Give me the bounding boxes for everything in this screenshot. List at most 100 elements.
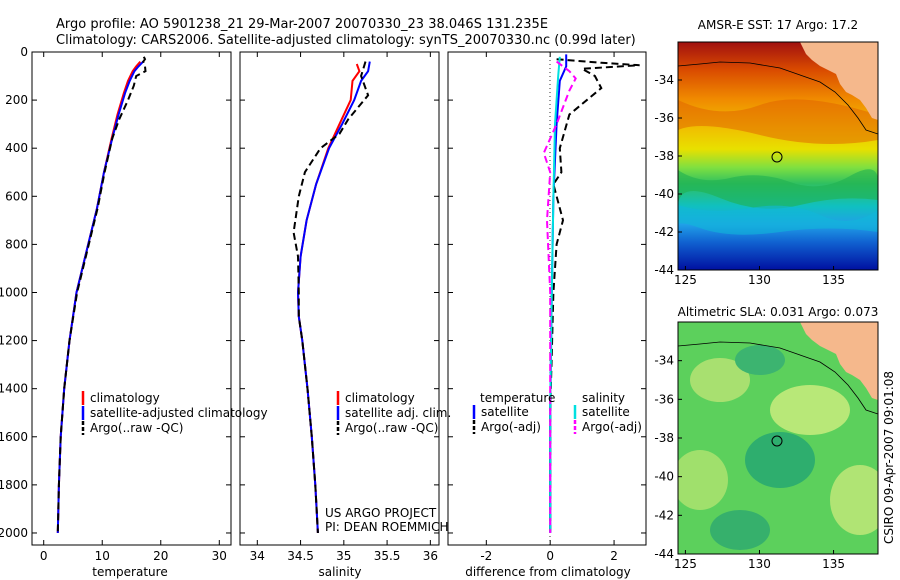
- legend-sal-satellite-label: satellite: [582, 405, 630, 419]
- temperature-xlabel: temperature: [92, 565, 167, 579]
- sla-anomaly-high: [770, 385, 850, 435]
- map-y-tick-label: -40: [654, 187, 674, 201]
- salinity-axes: [239, 51, 440, 546]
- y-tick-label: 200: [5, 93, 28, 107]
- sla-map-title: Altimetric SLA: 0.031 Argo: 0.073: [678, 305, 879, 319]
- x-tick-label: 20: [153, 549, 168, 563]
- legend-salinity-header: salinity: [582, 391, 625, 405]
- x-tick-label: 10: [95, 549, 110, 563]
- difference-xlabel: difference from climatology: [465, 565, 631, 579]
- salinity-xlabel: salinity: [318, 565, 361, 579]
- series-temperature-argo-adj: [549, 58, 640, 533]
- csiro-timestamp: CSIRO 09-Apr-2007 09:01:08: [882, 371, 896, 544]
- legend-temp-satellite-label: satellite: [481, 405, 529, 419]
- figure-title-line1: Argo profile: AO 5901238_21 29-Mar-2007 …: [56, 17, 548, 32]
- salinity-legend: climatology satellite adj. clim. Argo(..…: [325, 391, 451, 534]
- map-y-tick-label: -34: [654, 354, 674, 368]
- x-tick-label: 0: [40, 549, 48, 563]
- temperature-axes: [31, 51, 232, 546]
- sla-argo-location-marker: [771, 435, 783, 447]
- figure-title-line2: Climatology: CARS2006. Satellite-adjuste…: [56, 33, 636, 48]
- sst-land-australia: [800, 42, 878, 120]
- x-tick-label: 36: [423, 549, 438, 563]
- map-x-tick-label: 125: [674, 557, 697, 571]
- legend-climatology-label: climatology: [345, 391, 415, 405]
- difference-legend-salinity: salinity satellite Argo(-adj): [573, 391, 642, 434]
- sst-map: [678, 42, 878, 270]
- sst-map-axis-ticks: 125 130 135 -44 -42 -40 -38 -36 -34: [654, 73, 845, 287]
- difference-series: [542, 52, 640, 545]
- sst-warm-patch: [678, 99, 878, 144]
- salinity-series: [292, 61, 371, 534]
- sla-anomaly-low: [745, 432, 815, 488]
- series-argo-raw-qc: [56, 56, 147, 534]
- difference-axes: [447, 51, 647, 546]
- sla-land-australia: [800, 322, 878, 400]
- x-tick-label: 35: [336, 549, 351, 563]
- map-y-tick-label: -44: [654, 263, 674, 277]
- sla-anomaly-high: [690, 358, 750, 402]
- series-salinity-argo-adj: [542, 60, 577, 533]
- map-x-tick-label: 135: [822, 557, 845, 571]
- x-tick-label: 35.5: [374, 549, 401, 563]
- y-tick-label: 1200: [0, 334, 28, 348]
- legend-satellite-label: satellite adj. clim.: [345, 406, 451, 420]
- sst-map-title: AMSR-E SST: 17 Argo: 17.2: [698, 18, 858, 32]
- project-annotation-line1: US ARGO PROJECT: [325, 506, 437, 520]
- sla-map: [678, 322, 878, 554]
- map-x-tick-label: 130: [748, 273, 771, 287]
- map-x-tick-label: 135: [822, 273, 845, 287]
- y-tick-label: 1400: [0, 382, 28, 396]
- series-argo-raw-qc: [292, 61, 370, 534]
- sla-anomaly-low: [710, 510, 770, 550]
- map-y-tick-label: -40: [654, 470, 674, 484]
- sla-shelf-contour: [678, 341, 878, 415]
- y-tick-label: 1800: [0, 478, 28, 492]
- x-tick-label: -2: [480, 549, 492, 563]
- temperature-legend: climatology satellite-adjusted climatolo…: [81, 391, 268, 435]
- y-tick-label: 1000: [0, 285, 28, 299]
- map-y-tick-label: -36: [654, 111, 674, 125]
- sst-green-band: [678, 169, 878, 209]
- legend-argo-label: Argo(..raw -QC): [90, 421, 183, 435]
- difference-axis-ticks: -2 0 2: [448, 51, 646, 563]
- sla-map-axis-ticks: 125 130 135 -44 -42 -40 -38 -36 -34: [654, 354, 845, 571]
- project-annotation-line2: PI: DEAN ROEMMICH: [325, 520, 448, 534]
- legend-sal-argo-label: Argo(-adj): [582, 420, 642, 434]
- x-tick-label: 30: [212, 549, 227, 563]
- legend-argo-label: Argo(..raw -QC): [345, 421, 438, 435]
- sst-cyan-band: [678, 205, 878, 235]
- y-tick-label: 0: [20, 45, 28, 59]
- map-y-tick-label: -38: [654, 149, 674, 163]
- map-x-tick-label: 125: [674, 273, 697, 287]
- map-y-tick-label: -36: [654, 392, 674, 406]
- legend-temp-argo-label: Argo(-adj): [481, 420, 541, 434]
- x-tick-label: 0: [546, 549, 554, 563]
- sla-anomaly-low: [735, 345, 785, 375]
- y-tick-label: 800: [5, 237, 28, 251]
- series-climatology: [56, 60, 142, 534]
- difference-legend-temperature: temperature satellite Argo(-adj): [472, 391, 555, 434]
- temperature-series: [56, 56, 147, 534]
- series-satellite-adjusted-climatology: [56, 60, 144, 534]
- legend-temperature-header: temperature: [480, 391, 555, 405]
- series-climatology: [296, 63, 361, 534]
- sst-argo-location-marker: [771, 151, 783, 163]
- map-y-tick-label: -44: [654, 547, 674, 561]
- map-x-tick-label: 130: [748, 557, 771, 571]
- y-tick-label: 2000: [0, 526, 28, 540]
- sst-shelf-contour: [678, 61, 878, 135]
- map-y-tick-label: -42: [654, 225, 674, 239]
- map-y-tick-label: -42: [654, 508, 674, 522]
- y-tick-label: 400: [5, 141, 28, 155]
- y-tick-label: 600: [5, 189, 28, 203]
- map-y-tick-label: -34: [654, 73, 674, 87]
- series-satellite-adj-clim: [296, 61, 371, 534]
- legend-climatology-label: climatology: [90, 391, 160, 405]
- salinity-axis-ticks: 34 34.5 35 35.5 36: [240, 51, 439, 563]
- y-tick-label: 1600: [0, 430, 28, 444]
- map-y-tick-label: -38: [654, 431, 674, 445]
- sla-anomaly-high: [678, 450, 728, 510]
- legend-satellite-label: satellite-adjusted climatology: [90, 406, 268, 420]
